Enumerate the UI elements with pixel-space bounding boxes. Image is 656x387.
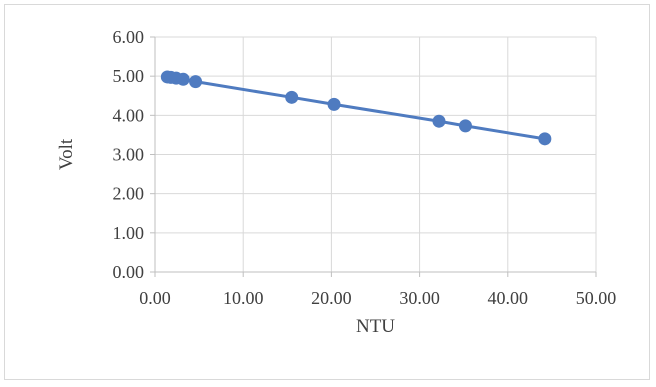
y-tick-label: 1.00 [113,223,145,243]
chart-frame [4,4,650,380]
y-tick-label: 4.00 [113,105,145,125]
data-point [538,132,552,146]
gridlines [155,36,597,272]
data-point [285,90,299,104]
x-tick-label: 40.00 [488,288,529,308]
data-series [160,70,552,146]
y-axis-title: Volt [56,138,77,170]
x-tick-label: 10.00 [223,288,264,308]
x-tick-label: 20.00 [311,288,352,308]
x-tick-label: 0.00 [139,288,171,308]
tick-labels: 0.00 1.00 2.00 3.00 4.00 5.00 6.00 0.00 10.00 20.… [113,27,617,308]
x-tick-label: 30.00 [399,288,440,308]
series-line [167,75,546,141]
data-point [189,75,203,89]
y-tick-label: 5.00 [113,66,145,86]
y-tick-label: 6.00 [113,27,145,47]
data-point [176,72,190,86]
data-point [458,119,472,133]
data-point [432,114,446,128]
x-tick-label: 50.00 [576,288,617,308]
y-tick-label: 2.00 [113,184,145,204]
axes [150,36,597,277]
x-axis-title: NTU [356,316,395,337]
y-tick-label: 0.00 [113,262,145,282]
data-point [327,97,341,111]
y-tick-label: 3.00 [113,145,145,165]
